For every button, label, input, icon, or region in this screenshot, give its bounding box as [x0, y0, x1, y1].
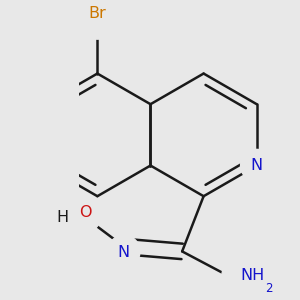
Circle shape	[221, 253, 273, 300]
Text: H: H	[57, 210, 69, 225]
Text: NH: NH	[241, 268, 265, 283]
Circle shape	[108, 235, 140, 268]
Text: N: N	[118, 245, 130, 260]
Circle shape	[241, 149, 273, 182]
Circle shape	[75, 0, 120, 39]
Text: O: O	[79, 205, 92, 220]
Circle shape	[0, 142, 16, 201]
Text: Br: Br	[88, 6, 106, 21]
Text: 2: 2	[265, 282, 272, 295]
Text: N: N	[251, 158, 263, 173]
Circle shape	[63, 195, 102, 233]
